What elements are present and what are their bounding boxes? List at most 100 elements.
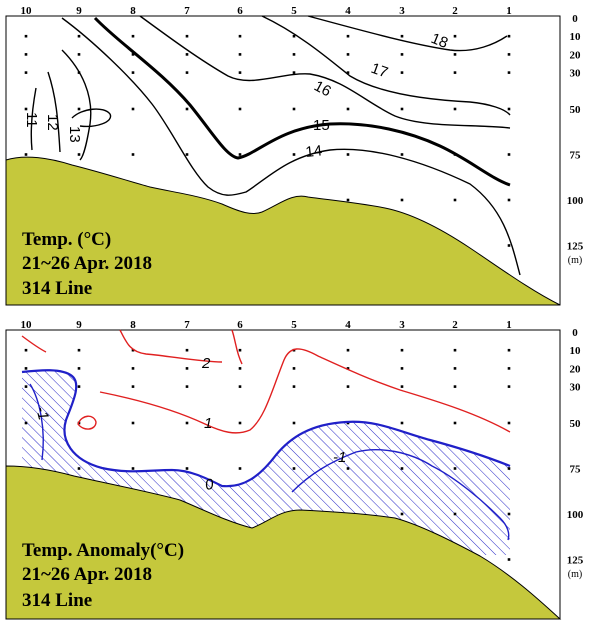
title-line-3: 314 Line <box>22 590 92 611</box>
contour-label-13: 13 <box>66 126 83 143</box>
chart-title: Temp. (°C) 21~26 Apr. 2018 314 Line <box>22 229 152 299</box>
depth-axis: 0 10 20 30 50 75 100 125 <box>567 327 584 567</box>
isotherm-14 <box>61 17 521 276</box>
sample-point <box>77 53 81 56</box>
sample-point <box>346 34 350 38</box>
station-tick-9: 9 <box>76 5 82 17</box>
depth-tick-50: 50 <box>570 418 582 430</box>
sample-point <box>24 421 28 425</box>
station-tick-3: 3 <box>399 5 405 17</box>
station-axis: 10 9 8 7 6 5 4 3 2 1 <box>21 319 512 331</box>
sample-point <box>185 367 189 370</box>
sample-point <box>292 34 296 38</box>
station-tick-10: 10 <box>21 319 33 331</box>
sample-point <box>77 467 81 470</box>
sample-point <box>453 53 457 56</box>
sample-point <box>238 421 242 425</box>
station-axis: 10 9 8 7 6 5 4 3 2 1 <box>21 5 512 17</box>
title-line-2: 21~26 Apr. 2018 <box>22 564 152 585</box>
anomaly-contour-minus1-a <box>29 383 44 461</box>
isotherm-17 <box>261 15 511 116</box>
sample-point <box>507 71 511 74</box>
depth-unit-label: (m) <box>568 255 582 266</box>
sample-point <box>346 467 350 470</box>
sample-point <box>185 53 189 56</box>
depth-tick-10: 10 <box>570 345 582 357</box>
sample-point <box>185 71 189 74</box>
sample-point <box>346 53 350 56</box>
sample-point <box>292 153 296 156</box>
sample-point <box>453 367 457 370</box>
anomaly-label-1: 1 <box>204 415 212 432</box>
sample-point <box>77 385 81 388</box>
sample-point <box>400 421 404 425</box>
station-tick-8: 8 <box>130 5 136 17</box>
depth-tick-75: 75 <box>570 150 582 162</box>
seafloor-bottom <box>5 465 562 620</box>
sample-point <box>24 53 28 56</box>
sample-point <box>292 385 296 388</box>
sample-point <box>507 367 511 370</box>
depth-tick-125: 125 <box>567 555 584 567</box>
sample-point <box>292 421 296 425</box>
sample-point <box>507 385 511 388</box>
depth-tick-0: 0 <box>572 327 578 339</box>
contour-label-16: 16 <box>311 78 334 101</box>
sample-point <box>238 385 242 388</box>
sample-point <box>400 348 404 352</box>
isotherm-12 <box>47 71 61 153</box>
sample-point <box>507 34 511 38</box>
sample-point <box>292 367 296 370</box>
sample-point <box>507 467 511 470</box>
contour-label-15: 15 <box>313 117 330 134</box>
sample-point <box>24 348 28 352</box>
anomaly-contour-minus1-b <box>291 449 510 541</box>
sample-point <box>77 348 81 352</box>
sample-point <box>238 107 242 111</box>
sample-point <box>185 34 189 38</box>
sample-point <box>185 467 189 470</box>
sample-point <box>346 153 350 156</box>
sample-point <box>131 71 135 74</box>
station-tick-5: 5 <box>291 319 297 331</box>
station-tick-10: 10 <box>21 5 33 17</box>
sample-point <box>185 153 189 156</box>
sample-point <box>346 348 350 352</box>
sample-point <box>400 198 404 202</box>
sample-point <box>185 107 189 111</box>
sample-point <box>24 71 28 74</box>
depth-tick-30: 30 <box>570 68 582 80</box>
sample-point <box>131 367 135 370</box>
depth-tick-20: 20 <box>570 49 582 61</box>
sample-point <box>507 198 511 202</box>
depth-tick-125: 125 <box>567 241 584 253</box>
station-tick-6: 6 <box>237 5 243 17</box>
contour-label-14: 14 <box>305 142 323 161</box>
sample-point <box>507 153 511 156</box>
sample-point <box>24 385 28 388</box>
station-tick-4: 4 <box>345 5 351 17</box>
sample-point <box>346 198 350 202</box>
contour-label-17: 17 <box>369 60 390 82</box>
sample-point <box>77 153 81 156</box>
station-tick-7: 7 <box>184 5 190 17</box>
station-tick-1: 1 <box>506 319 512 331</box>
station-tick-2: 2 <box>452 5 458 17</box>
sample-point <box>185 421 189 425</box>
sample-point <box>400 71 404 74</box>
sample-point <box>238 71 242 74</box>
depth-tick-10: 10 <box>570 31 582 43</box>
isotherm-loop <box>71 108 112 128</box>
anomaly-contour-0 <box>21 369 511 488</box>
sample-point <box>507 107 511 111</box>
sample-point <box>131 34 135 38</box>
sample-point <box>453 421 457 425</box>
sample-point <box>346 385 350 388</box>
station-tick-2: 2 <box>452 319 458 331</box>
sample-point <box>400 512 404 516</box>
seafloor-bottom <box>5 156 561 306</box>
sample-point <box>238 153 242 156</box>
station-tick-1: 1 <box>506 5 512 17</box>
sample-point <box>77 367 81 370</box>
